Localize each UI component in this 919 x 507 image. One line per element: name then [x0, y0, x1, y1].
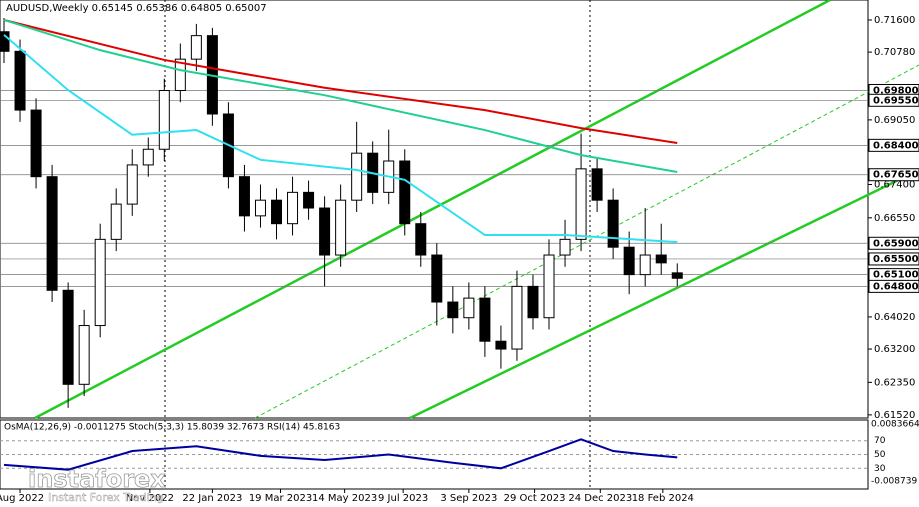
level-label: 0.65100: [873, 270, 919, 281]
y-tick-label: 0.66550: [874, 213, 915, 224]
indicator-top-label: 0.0083664: [871, 420, 919, 430]
candle-body: [238, 176, 250, 217]
y-tick-label: 0.67400: [874, 180, 915, 191]
candle-body: [591, 168, 603, 201]
level-label: 0.68400: [873, 140, 919, 151]
chart-title: AUDUSD,Weekly 0.65145 0.65386 0.64805 0.…: [6, 3, 267, 14]
candle-body: [495, 340, 507, 350]
candle-body: [639, 254, 651, 276]
y-tick-label: 0.63200: [874, 344, 915, 355]
level-label: 0.69800: [873, 85, 919, 96]
watermark-tagline: Instant Forex Trading: [48, 491, 164, 504]
y-tick-label: 0.69050: [874, 115, 915, 126]
indicator-tick-label: 70: [874, 436, 886, 446]
candle-body: [319, 207, 331, 256]
level-label: 0.69550: [873, 95, 919, 106]
candle-body: [190, 35, 202, 60]
candle-body: [287, 191, 299, 225]
x-tick-label: Nov 2022: [126, 493, 174, 504]
x-tick-label: 24 Dec 2023: [568, 493, 632, 504]
candle-body: [110, 203, 122, 240]
candle-body: [399, 160, 411, 225]
channel-line: [254, 64, 919, 419]
candle-body: [94, 238, 106, 327]
y-tick-label: 0.62350: [874, 377, 915, 388]
y-tick-label: 0.71600: [874, 15, 915, 26]
candle-body: [142, 148, 154, 166]
candle-body: [78, 325, 90, 385]
candle-body: [0, 31, 10, 52]
candle-body: [351, 152, 363, 201]
level-label: 0.65500: [873, 254, 919, 265]
candle-body: [527, 285, 539, 319]
candle-body: [543, 254, 555, 319]
candle-body: [62, 289, 74, 385]
channel-line: [409, 168, 919, 420]
x-tick-label: 29 Oct 2023: [504, 493, 566, 504]
level-box: [868, 252, 919, 266]
candle-body: [463, 297, 475, 319]
candle-body: [607, 199, 619, 248]
y-tick-label: 0.70780: [874, 47, 915, 58]
candle-body: [575, 168, 587, 240]
watermark: instaforex: [28, 465, 166, 493]
candle-body: [431, 254, 443, 303]
indicator-tick-label: 50: [874, 450, 886, 460]
x-tick-label: 18 Feb 2024: [632, 493, 694, 504]
candle-body: [511, 285, 523, 350]
candle-body: [126, 164, 138, 205]
x-tick-label: 19 Mar 2023: [249, 493, 312, 504]
level-box: [868, 168, 919, 182]
candle-body: [671, 272, 683, 279]
rsi-line: [3, 438, 678, 471]
x-tick-label: 3 Sep 2023: [440, 493, 497, 504]
level-label: 0.67650: [873, 170, 919, 181]
candle-body: [46, 176, 58, 291]
candle-body: [174, 58, 186, 91]
y-tick-label: 0.64020: [874, 312, 915, 323]
level-box: [868, 279, 919, 293]
moving-average: [3, 19, 678, 173]
candle-body: [158, 89, 170, 150]
candle-body: [623, 246, 635, 276]
candle-body: [447, 301, 459, 319]
y-tick-label: 0.61520: [874, 410, 915, 421]
channel-line: [34, 0, 831, 420]
candle-body: [14, 50, 26, 111]
x-tick-label: Aug 2022: [0, 493, 44, 504]
x-tick-label: 9 Jul 2023: [378, 493, 428, 504]
candle-body: [335, 199, 347, 256]
moving-average: [3, 19, 678, 144]
candle-body: [30, 109, 42, 178]
indicator-tick-label: 30: [874, 464, 886, 474]
candle-body: [479, 297, 491, 342]
moving-average: [3, 34, 678, 244]
candle-body: [655, 254, 667, 264]
level-label: 0.65900: [873, 238, 919, 249]
x-tick-label: 22 Jan 2023: [182, 493, 242, 504]
candle-body: [559, 238, 571, 256]
indicator-title: OsMA(12,26,9) -0.0011275 Stoch(5,3,3) 15…: [4, 423, 340, 433]
candle-body: [271, 199, 283, 225]
candle-body: [303, 191, 315, 209]
level-box: [868, 138, 919, 152]
x-tick-label: 14 May 2023: [312, 493, 377, 504]
level-box: [868, 93, 919, 107]
indicator-bottom-label: -0.008739: [871, 477, 917, 487]
level-box: [868, 236, 919, 250]
candle-body: [415, 223, 427, 256]
level-label: 0.64800: [873, 281, 919, 292]
candle-body: [254, 199, 266, 217]
